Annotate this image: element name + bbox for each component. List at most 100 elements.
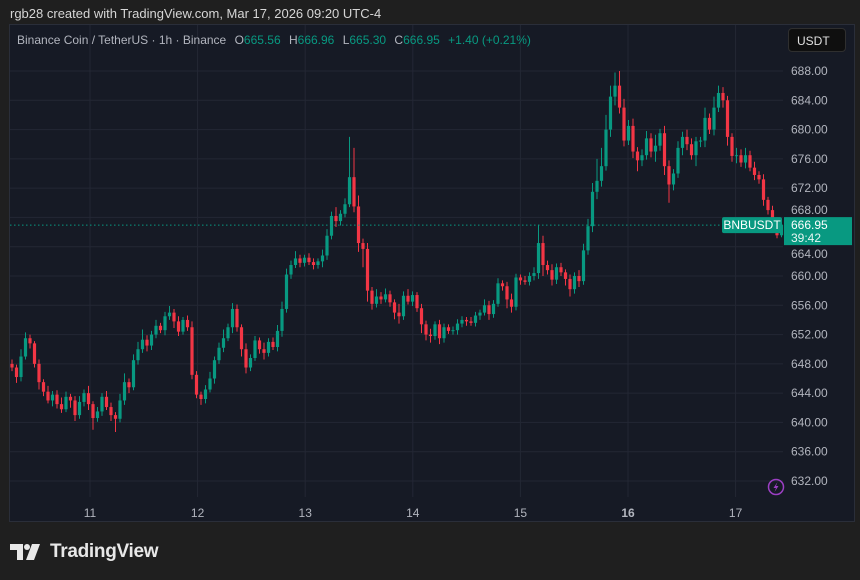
candle <box>419 303 424 334</box>
candle-body <box>230 308 235 328</box>
candle-body <box>631 125 635 152</box>
price-tick-label: 656.00 <box>791 298 828 312</box>
tradingview-logo-icon <box>10 544 40 560</box>
candle <box>95 407 100 422</box>
candle-body <box>397 312 401 317</box>
candle <box>572 272 577 294</box>
candle <box>415 292 419 312</box>
candle <box>455 319 460 335</box>
candle <box>725 95 730 146</box>
candle-body <box>752 167 757 175</box>
candle <box>433 321 437 340</box>
candle-body <box>725 100 730 137</box>
candle-body <box>217 347 221 361</box>
candle-body <box>95 411 100 419</box>
currency-button[interactable]: USDT <box>788 28 846 52</box>
candle-body <box>271 341 275 348</box>
lightning-bolt-icon[interactable] <box>767 478 785 496</box>
candle <box>734 147 739 164</box>
candle-body <box>500 283 505 287</box>
candle <box>91 401 95 430</box>
candle <box>716 85 721 112</box>
price-tick-label: 672.00 <box>791 181 828 195</box>
candle-body <box>401 295 406 317</box>
candle-body <box>158 325 163 331</box>
candle <box>491 300 496 318</box>
candle-body <box>743 155 748 163</box>
candle <box>10 359 14 372</box>
candle-body <box>131 360 136 388</box>
candle-body <box>671 173 676 185</box>
candle-body <box>703 117 707 141</box>
candle-body <box>284 274 289 309</box>
candle-body <box>203 389 208 399</box>
candle <box>64 391 68 413</box>
candle <box>118 393 122 423</box>
candle <box>608 85 613 137</box>
candle <box>478 309 482 320</box>
candle <box>86 385 91 410</box>
candle-body <box>721 92 725 101</box>
candle <box>302 254 307 267</box>
candle-body <box>221 338 226 348</box>
candle-body <box>437 324 442 339</box>
candle <box>626 120 631 145</box>
candle <box>536 224 541 279</box>
candle <box>721 87 725 108</box>
candle-body <box>77 401 82 416</box>
candle <box>631 118 635 159</box>
candle-body <box>478 312 482 316</box>
candle <box>172 308 176 328</box>
candle <box>194 371 199 399</box>
candle-body <box>257 340 262 350</box>
candle <box>586 218 590 255</box>
candle <box>730 133 734 162</box>
candle-body <box>577 276 581 282</box>
candle-body <box>419 308 424 325</box>
candle <box>217 342 221 364</box>
candle-body <box>505 286 509 300</box>
candle <box>698 136 703 148</box>
time-tick-label: 12 <box>191 506 205 520</box>
candle <box>104 390 109 410</box>
candle <box>748 150 752 172</box>
candle <box>703 107 707 148</box>
candle-body <box>658 133 662 146</box>
candle <box>676 141 680 178</box>
candle-body <box>32 343 37 364</box>
candle-body <box>460 319 464 324</box>
candle-body <box>262 349 266 353</box>
open-value: 665.56 <box>243 33 281 47</box>
candle-body <box>239 327 244 350</box>
candle <box>757 171 761 184</box>
candle-body <box>586 226 590 251</box>
candle-body <box>716 92 721 108</box>
candle <box>140 329 145 353</box>
candle <box>446 324 451 334</box>
candle-body <box>59 404 64 410</box>
countdown-text: 39:42 <box>791 231 821 245</box>
candle-body <box>487 305 491 315</box>
tradingview-logo[interactable]: TradingView <box>10 541 159 563</box>
candle-body <box>451 330 455 332</box>
candle-body <box>374 296 379 304</box>
candle <box>613 72 617 106</box>
candle <box>680 131 685 156</box>
candle <box>59 397 64 413</box>
candle <box>482 299 487 316</box>
candle-body <box>590 191 595 227</box>
candle-body <box>622 107 626 141</box>
candle-body <box>118 400 122 419</box>
candle-body <box>55 394 59 405</box>
candle-body <box>28 338 32 344</box>
candle <box>667 160 671 203</box>
logo-text: TradingView <box>50 541 159 562</box>
candle-body <box>532 273 536 276</box>
candle-body <box>185 319 190 328</box>
candle-body <box>343 204 347 214</box>
candle-body <box>473 315 478 323</box>
candle <box>599 147 604 187</box>
candle-body <box>338 213 343 222</box>
candle <box>496 278 500 307</box>
